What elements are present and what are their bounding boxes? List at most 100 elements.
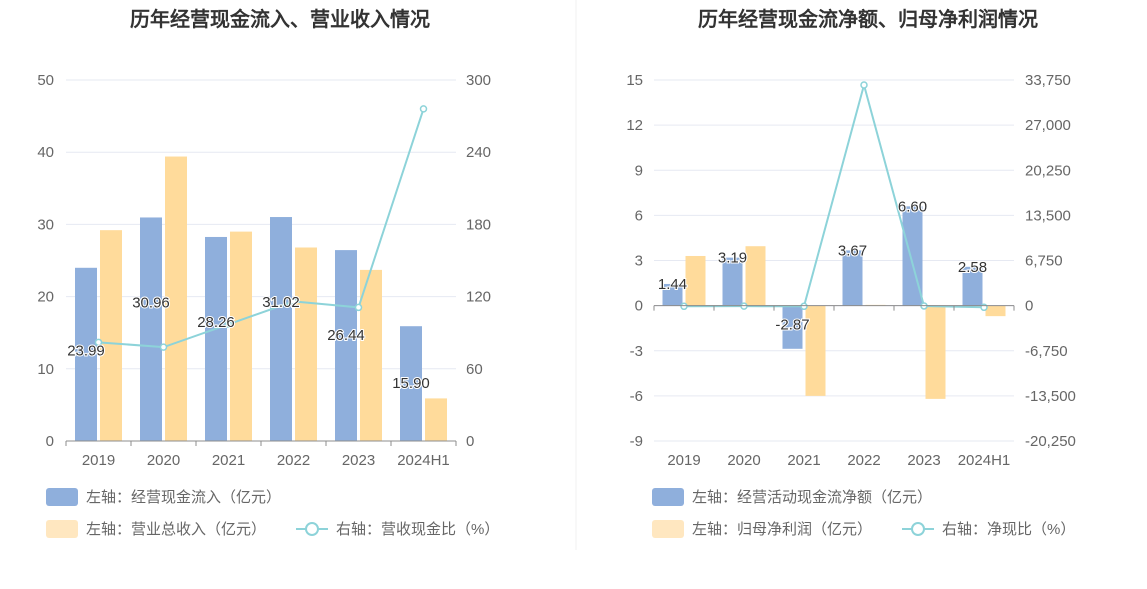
legend-swatch-blue[interactable] [652, 488, 684, 506]
left-axis-tick-label: 15 [626, 72, 643, 89]
legend: 左轴：经营现金流入（亿元） 左轴：营业总收入（亿元） 右轴：营收现金比（%） [46, 488, 499, 538]
bar-data-label: 23.99 [67, 343, 105, 360]
bar-secondary [745, 246, 766, 306]
chart-title: 历年经营现金流净额、归母净利润情况 [698, 7, 1038, 31]
right-axis-tick-label: 60 [466, 361, 483, 378]
right-axis-tick-label: -6,750 [1025, 343, 1068, 360]
right-axis-tick-label: 13,500 [1025, 207, 1071, 224]
chart-title: 历年经营现金流入、营业收入情况 [130, 7, 430, 31]
legend: 左轴：经营活动现金流净额（亿元） 左轴：归母净利润（亿元） 右轴：净现比（%） [652, 488, 1075, 538]
chart-cashflow-revenue: 历年经营现金流入、营业收入情况 23.99 30.96 28.26 31.02 26.4… [37, 7, 499, 538]
legend-label-net-cash-ratio[interactable]: 右轴：净现比（%） [942, 521, 1075, 538]
ratio-line-point [680, 302, 688, 311]
bar-primary [400, 326, 422, 441]
x-axis-category-label: 2021 [212, 452, 245, 469]
legend-swatch-yellow[interactable] [652, 520, 684, 538]
bar-primary [662, 283, 683, 306]
bar-secondary [685, 255, 706, 306]
bar-primary [335, 250, 357, 441]
bar-secondary [425, 398, 447, 441]
ratio-line-point [224, 320, 233, 329]
left-axis-tick-label: 9 [635, 162, 643, 179]
ratio-line-point [289, 297, 298, 306]
bar-secondary [985, 305, 1006, 317]
ratio-line-point [159, 343, 168, 351]
left-axis-tick-label: 10 [37, 361, 54, 378]
right-axis-tick-label: 120 [466, 289, 491, 306]
legend-label-net-cashflow[interactable]: 左轴：经营活动现金流净额（亿元） [692, 489, 932, 506]
bar-data-label: 6.60 [898, 198, 927, 215]
legend-line-marker-icon[interactable] [911, 522, 925, 536]
left-axis-tick-label: 20 [37, 289, 54, 306]
bar-data-label: 2.58 [958, 259, 987, 276]
bar-primary [140, 217, 162, 441]
right-axis-tick-label: 33,750 [1025, 72, 1071, 89]
bar-data-label: 1.44 [658, 276, 687, 293]
legend-line-marker-icon[interactable] [305, 522, 319, 536]
left-axis-tick-label: 6 [635, 207, 643, 224]
x-axis-category-label: 2024H1 [958, 452, 1011, 469]
bar-data-label: 3.67 [838, 242, 867, 259]
left-axis-tick-label: 40 [37, 144, 54, 161]
x-axis-category-label: 2022 [847, 452, 880, 469]
bar-primary [722, 257, 743, 306]
bar-primary [842, 250, 863, 306]
legend-swatch-yellow[interactable] [46, 520, 78, 538]
legend-label-cash-inflow[interactable]: 左轴：经营现金流入（亿元） [86, 489, 281, 506]
right-axis-tick-label: 27,000 [1025, 117, 1071, 134]
x-axis-category-label: 2019 [667, 452, 700, 469]
left-axis-tick-label: -3 [630, 343, 643, 360]
bar-data-label: 26.44 [327, 327, 365, 344]
right-axis-tick-label: 240 [466, 144, 491, 161]
left-axis-tick-label: 0 [635, 298, 643, 315]
right-axis-tick-label: 0 [466, 433, 474, 450]
bar-primary [75, 267, 97, 441]
ratio-line [683, 81, 985, 309]
left-axis-tick-label: 30 [37, 216, 54, 233]
right-axis-tick-label: 0 [1025, 298, 1033, 315]
bar-primary [962, 266, 983, 306]
legend-label-net-profit[interactable]: 左轴：归母净利润（亿元） [692, 521, 872, 538]
ratio-line-point [740, 302, 748, 310]
bar-data-label: -2.87 [775, 317, 809, 334]
bar-data-label: 28.26 [197, 314, 235, 331]
bar-primary [782, 305, 803, 349]
x-axis-category-label: 2020 [147, 452, 180, 469]
x-axis-category-label: 2021 [787, 452, 820, 469]
legend-label-revenue[interactable]: 左轴：营业总收入（亿元） [86, 521, 266, 538]
right-axis-tick-label: -20,250 [1025, 433, 1076, 450]
right-axis-tick-label: -13,500 [1025, 388, 1076, 405]
bar-primary [205, 236, 227, 441]
left-axis-tick-label: -6 [630, 388, 643, 405]
ratio-line-point [860, 81, 868, 89]
x-axis-category-label: 2023 [342, 452, 375, 469]
right-axis-tick-label: 6,750 [1025, 253, 1063, 270]
bar-data-label: 30.96 [132, 294, 170, 311]
bar-secondary [925, 305, 946, 399]
x-axis-category-label: 2019 [82, 452, 115, 469]
x-axis-category-label: 2022 [277, 452, 310, 469]
bar-secondary [295, 247, 317, 441]
ratio-line-point [419, 105, 428, 113]
chart-netcashflow-profit: 历年经营现金流净额、归母净利润情况 1.44 3.19 -2.87 3.67 6.60 2… [626, 7, 1076, 538]
left-axis-tick-label: 50 [37, 72, 54, 89]
legend-label-revenue-cash-ratio[interactable]: 右轴：营收现金比（%） [336, 521, 499, 538]
bar-data-label: 3.19 [718, 250, 747, 267]
left-axis-tick-label: 0 [46, 433, 54, 450]
ratio-line-point [94, 338, 103, 347]
ratio-line [98, 108, 425, 349]
bar-secondary [165, 156, 187, 442]
x-axis-category-label: 2020 [727, 452, 760, 469]
legend-swatch-blue[interactable] [46, 488, 78, 506]
bar-data-label: 31.02 [262, 294, 300, 311]
x-axis-category-label: 2024H1 [397, 452, 450, 469]
left-axis-tick-label: 12 [626, 117, 643, 134]
right-axis-tick-label: 300 [466, 72, 491, 89]
left-axis-tick-label: 3 [635, 253, 643, 270]
x-axis-category-label: 2023 [907, 452, 940, 469]
right-axis-tick-label: 20,250 [1025, 162, 1071, 179]
bar-secondary [230, 231, 252, 441]
bar-data-label: 15.90 [392, 375, 430, 392]
bar-primary [270, 217, 292, 441]
